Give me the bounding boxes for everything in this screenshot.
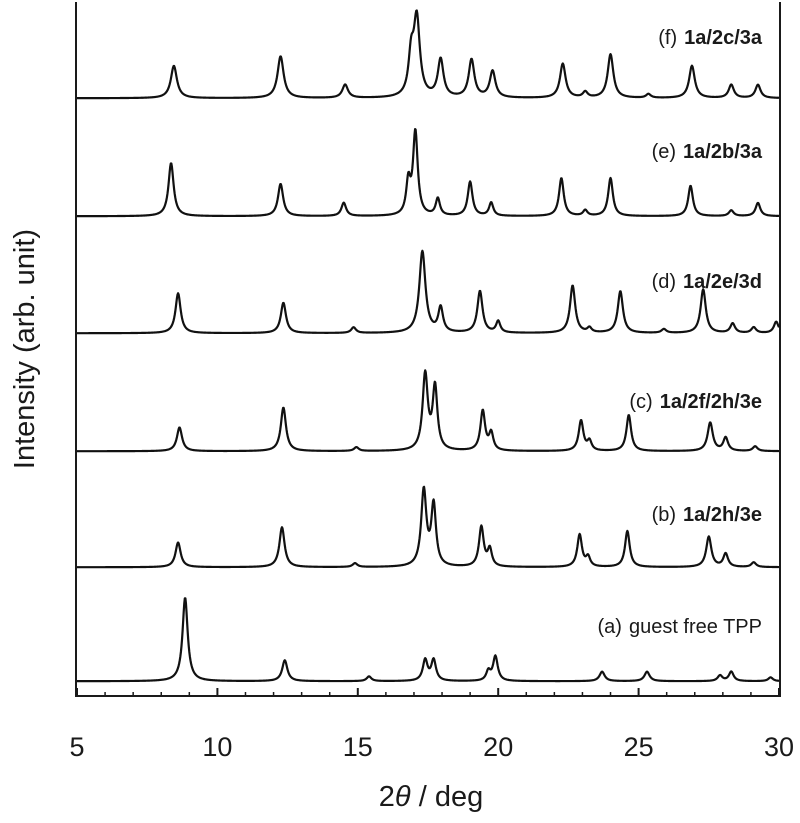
x-tick-label: 10 [202, 732, 232, 762]
x-axis-title-symbol: θ [395, 781, 411, 813]
x-tick-label: 5 [69, 732, 84, 762]
series-label-prefix: (b) [652, 504, 676, 526]
series-trace-f [76, 9, 780, 100]
series-layer [76, 9, 781, 683]
series-trace-d [76, 249, 781, 335]
series-label-prefix: (f) [658, 27, 677, 49]
x-tick-label: 15 [343, 732, 373, 762]
x-tick-label: 25 [624, 732, 654, 762]
x-axis-title-prefix: 2 [379, 781, 395, 813]
series-label-a: (a) guest free TPP [598, 616, 763, 638]
x-axis-title-suffix: / deg [411, 781, 484, 813]
series-label-f: (f) 1a/2c/3a [658, 27, 763, 49]
series-trace-c [76, 369, 780, 453]
series-label-d: (d) 1a/2e/3d [652, 271, 762, 293]
series-trace-a [76, 597, 780, 683]
series-trace-e [76, 128, 780, 218]
y-axis-title: Intensity (arb. unit) [9, 229, 41, 469]
series-label-sample: 1a/2b/3a [683, 141, 763, 163]
series-label-prefix: (e) [652, 141, 676, 163]
plot-frame [75, 2, 781, 697]
series-label-sample: 1a/2f/2h/3e [660, 391, 762, 413]
series-label-prefix: (a) [598, 616, 622, 638]
x-ticks: 5 10 15 20 25 30 [69, 688, 794, 762]
series-label-prefix: (d) [652, 271, 676, 293]
series-label-sample: 1a/2h/3e [683, 504, 762, 526]
x-axis-title: 2θ / deg [379, 781, 483, 813]
series-label-text: guest free TPP [629, 616, 762, 638]
series-label-b: (b) 1a/2h/3e [652, 504, 762, 526]
series-label-sample: 1a/2e/3d [683, 271, 762, 293]
series-label-sample: 1a/2c/3a [684, 27, 763, 49]
x-tick-label: 30 [764, 732, 794, 762]
series-trace-b [76, 485, 780, 569]
series-label-c: (c) 1a/2f/2h/3e [629, 391, 762, 413]
x-tick-label: 20 [483, 732, 513, 762]
series-labels: (a) guest free TPP (b) 1a/2h/3e (c) 1a/2f/2h/… [598, 27, 763, 638]
series-label-prefix: (c) [629, 391, 652, 413]
series-label-e: (e) 1a/2b/3a [652, 141, 763, 163]
